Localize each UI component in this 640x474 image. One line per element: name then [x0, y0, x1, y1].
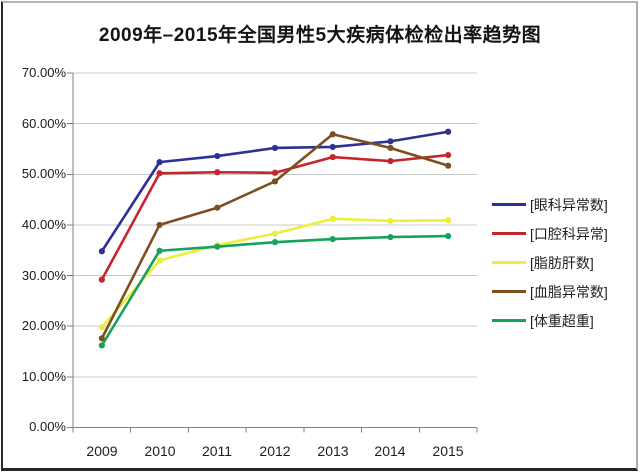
series-line — [100, 234, 450, 347]
data-point-marker — [214, 204, 221, 211]
data-point-marker — [271, 144, 279, 152]
x-tick-label: 2015 — [432, 443, 464, 459]
data-point-marker — [271, 230, 279, 237]
data-point-marker — [214, 243, 221, 250]
data-point-marker — [329, 236, 336, 243]
y-tick-label: 70.00% — [21, 65, 66, 80]
data-point-marker — [445, 162, 452, 169]
legend-item: [脂肪肝数] — [492, 248, 638, 277]
data-point-marker — [445, 232, 452, 240]
y-tick-label: 60.00% — [21, 116, 66, 131]
data-point-marker — [445, 128, 452, 135]
x-tick-label: 2014 — [374, 443, 406, 459]
data-point-marker — [387, 144, 394, 152]
data-point-marker — [445, 151, 452, 159]
data-point-marker — [98, 335, 105, 342]
data-point-marker — [98, 342, 105, 349]
legend-label: [口腔科异常] — [530, 225, 608, 242]
x-tick-label: 2011 — [201, 443, 233, 459]
data-point-marker — [98, 248, 105, 255]
data-point-marker — [387, 233, 394, 241]
data-point-marker — [98, 324, 105, 331]
legend-item: [体重超重] — [492, 306, 638, 335]
series-4 — [98, 232, 452, 349]
chart-title: 2009年–2015年全国男性5大疾病体检检出率趋势图 — [98, 25, 542, 46]
data-point-marker — [387, 217, 394, 224]
legend: [眼科异常数] [口腔科异常] [脂肪肝数] [血脂异常数] [体重超重] — [492, 190, 638, 335]
data-point-marker — [329, 215, 336, 222]
x-tick-label: 2009 — [86, 443, 118, 459]
series-1 — [98, 151, 452, 283]
series-3 — [98, 131, 452, 342]
y-tick-label: 30.00% — [21, 268, 66, 283]
data-point-marker — [156, 221, 163, 229]
y-tick-label: 20.00% — [21, 318, 66, 333]
series-2 — [98, 215, 452, 331]
legend-item: [口腔科异常] — [492, 219, 638, 248]
y-tick-label: 40.00% — [21, 217, 66, 232]
data-point-marker — [329, 143, 336, 151]
data-point-marker — [156, 170, 163, 177]
data-point-marker — [271, 239, 279, 246]
data-point-marker — [329, 131, 336, 138]
legend-item: [血脂异常数] — [492, 277, 638, 306]
legend-line-swatch — [492, 290, 526, 293]
y-tick-label: 50.00% — [21, 166, 66, 181]
legend-line-swatch — [492, 203, 526, 206]
legend-label: [体重超重] — [530, 312, 594, 329]
data-point-marker — [214, 169, 221, 176]
x-tick-label: 2012 — [259, 443, 291, 459]
data-point-marker — [214, 152, 221, 160]
legend-label: [血脂异常数] — [530, 283, 608, 300]
data-point-marker — [445, 217, 452, 224]
data-point-marker — [387, 158, 394, 165]
x-tick-label: 2010 — [144, 443, 176, 459]
legend-line-swatch — [492, 319, 526, 322]
data-point-marker — [329, 153, 336, 161]
legend-label: [眼科异常数] — [530, 196, 608, 213]
x-tick-label: 2013 — [317, 443, 349, 459]
data-point-marker — [156, 159, 163, 166]
series-0 — [98, 128, 452, 255]
data-point-marker — [271, 169, 279, 176]
data-point-marker — [98, 276, 105, 283]
legend-item: [眼科异常数] — [492, 190, 638, 219]
data-point-marker — [271, 178, 279, 185]
data-point-marker — [156, 247, 163, 254]
y-tick-label: 10.00% — [21, 369, 66, 384]
y-tick-label: 0.00% — [29, 419, 66, 434]
legend-line-swatch — [492, 261, 526, 264]
data-point-marker — [156, 257, 163, 264]
data-point-marker — [387, 138, 394, 145]
legend-line-swatch — [492, 232, 526, 235]
legend-label: [脂肪肝数] — [530, 254, 594, 271]
